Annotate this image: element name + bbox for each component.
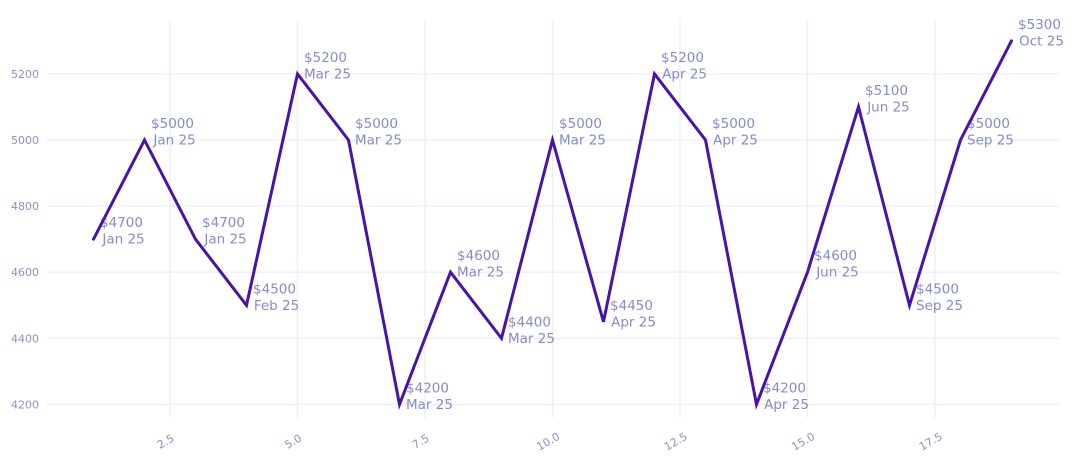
data-point-label: $4700 Jan 25: [202, 215, 247, 248]
x-axis-tick-labels: 2.5 5.0 7.5 10.0 12.5 15.0 17.5: [155, 430, 945, 454]
data-point-label: $5100 Jun 25: [865, 83, 910, 116]
y-axis-tick-labels: 4200 4400 4600 4800 5000 5200: [11, 68, 39, 411]
data-point-label: $5300 Oct 25: [1018, 17, 1064, 50]
data-point-label: $4600 Mar 25: [457, 248, 504, 281]
data-point-label: $4200 Apr 25: [763, 380, 809, 413]
x-axis-tick-label: 5.0: [282, 432, 304, 452]
y-axis-tick-label: 4800: [11, 200, 39, 213]
x-axis-tick-label: 10.0: [534, 430, 562, 454]
data-point-label: $5000 Apr 25: [712, 116, 758, 149]
data-point-label: $5000 Sep 25: [967, 116, 1014, 149]
data-point-label: $4600 Jun 25: [814, 248, 859, 281]
point-labels-group: $4700 Jan 25$5000 Jan 25$4700 Jan 25$4500 Fe…: [100, 17, 1064, 413]
y-axis-tick-label: 5000: [11, 134, 39, 147]
data-point-label: $4400 Mar 25: [508, 314, 555, 347]
data-point-label: $4500 Feb 25: [253, 281, 299, 314]
data-point-label: $5200 Mar 25: [304, 50, 351, 83]
series-line: [92, 39, 1013, 410]
data-point-label: $5000 Mar 25: [355, 116, 402, 149]
y-axis-tick-label: 4200: [11, 398, 39, 411]
data-point-label: $5000 Mar 25: [559, 116, 606, 149]
data-point-label: $4200 Mar 25: [406, 380, 453, 413]
x-axis-tick-label: 15.0: [789, 430, 817, 454]
y-axis-tick-label: 5200: [11, 68, 39, 81]
data-point-label: $5000 Jan 25: [151, 116, 196, 149]
data-point-label: $4700 Jan 25: [100, 215, 145, 248]
y-axis-tick-label: 4600: [11, 266, 39, 279]
y-axis-tick-label: 4400: [11, 332, 39, 345]
x-axis-tick-label: 12.5: [662, 430, 690, 454]
x-axis-tick-label: 17.5: [917, 430, 945, 454]
gridlines-group: [47, 20, 1059, 418]
x-axis-tick-label: 7.5: [410, 432, 432, 452]
data-point-label: $4450 Apr 25: [610, 298, 656, 331]
data-point-label: $5200 Apr 25: [661, 50, 707, 83]
data-point-label: $4500 Sep 25: [916, 281, 963, 314]
x-axis-tick-label: 2.5: [155, 432, 177, 452]
